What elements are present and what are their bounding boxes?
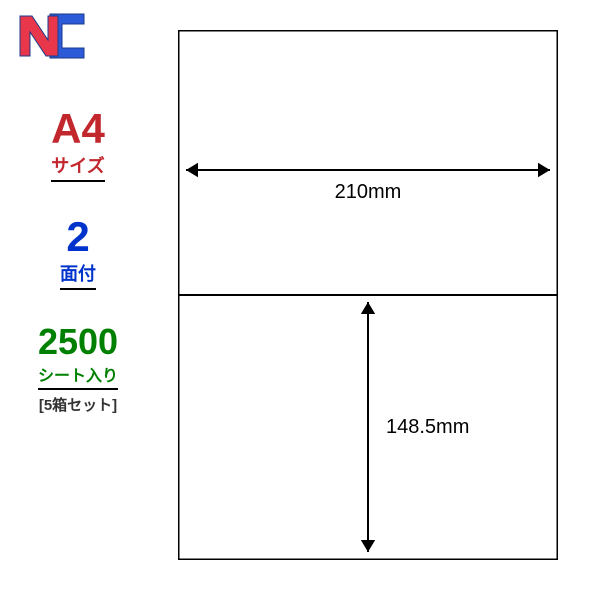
brand-logo	[14, 10, 92, 67]
spec-sheets-bracket: [5箱セット]	[18, 394, 138, 415]
spec-size-label: サイズ	[51, 152, 104, 182]
spec-sheets: 2500 シート入り [5箱セット]	[18, 324, 138, 415]
spec-faces-value: 2	[18, 216, 138, 258]
spec-size-value: A4	[18, 108, 138, 150]
spec-sheets-label: シート入り	[38, 362, 118, 390]
spec-faces: 2 面付	[18, 216, 138, 290]
height-label: 148.5mm	[386, 416, 469, 438]
spec-sidebar: A4 サイズ 2 面付 2500 シート入り [5箱セット]	[18, 108, 138, 449]
sheet-diagram: 210mm 148.5mm	[178, 30, 558, 565]
spec-sheets-value: 2500	[18, 324, 138, 360]
spec-size: A4 サイズ	[18, 108, 138, 182]
spec-faces-label: 面付	[60, 260, 96, 290]
width-label: 210mm	[335, 181, 402, 203]
